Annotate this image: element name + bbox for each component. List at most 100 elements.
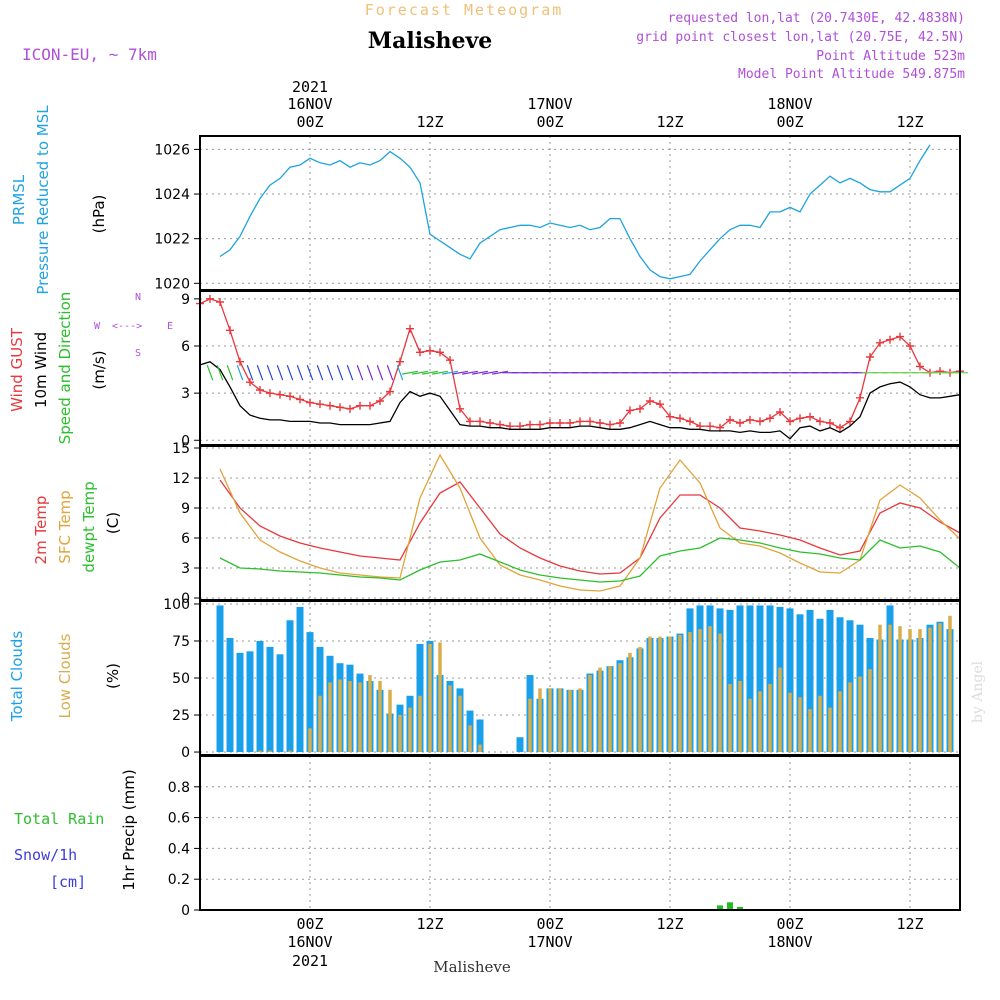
gust-point [826, 419, 834, 427]
gust-point [736, 419, 744, 427]
cloud-unit: (%) [104, 663, 122, 689]
low-cloud-bar [388, 689, 392, 753]
low-cloud-bar [328, 682, 332, 753]
y-tick-label: 0 [181, 591, 190, 607]
gust-point [676, 414, 684, 423]
total-cloud-bar [216, 605, 224, 753]
location-title: Malisheve [368, 28, 492, 54]
gust-point [476, 417, 484, 426]
y-tick-label: 6 [181, 531, 190, 547]
gust-point [366, 401, 374, 410]
wind-arrow [432, 370, 448, 375]
date-label-top: 16NOV [287, 95, 332, 113]
compass-w: W [94, 321, 101, 332]
low-cloud-bar [668, 636, 672, 753]
panel-4: 0 25 50 75 100 [163, 597, 961, 761]
gust-point [336, 403, 344, 412]
gust-point [866, 353, 874, 361]
year-top: 2021 [292, 78, 328, 96]
gust-point [406, 324, 414, 333]
panel-5: 0 0.2 0.4 0.6 0.8 [168, 755, 961, 919]
low-cloud-bar [908, 629, 912, 753]
precip-labels: Total Rain Snow/1h [cm] 1hr Precip (mm) [14, 769, 138, 891]
low-cloud-bar [938, 623, 942, 753]
hour-label-bottom: 00Z [296, 915, 323, 933]
temp-labels: 2m Temp SFC Temp dewpt Temp (C) [32, 481, 122, 572]
low-cloud-bar [318, 695, 322, 753]
low-cloud-bar [378, 680, 382, 753]
wind-unit: (m/s) [90, 350, 108, 389]
total-cloud-bar [796, 614, 804, 753]
low-cloud-bar [678, 635, 682, 753]
total-cloud-bar [246, 651, 254, 753]
gust-point [786, 417, 794, 426]
low-cloud-bar [858, 676, 862, 753]
low-cloud-bar [408, 707, 412, 753]
total-cloud-bar [476, 719, 484, 753]
wind-arrow [236, 364, 244, 381]
gust-point [226, 326, 234, 335]
y-tick-label: 15 [172, 441, 190, 457]
date-label-top: 17NOV [527, 95, 572, 113]
wind-arrow [492, 370, 508, 375]
dewpt-label: dewpt Temp [80, 481, 98, 572]
total-cloud-bar [306, 632, 314, 753]
wind-arrow [472, 370, 488, 375]
total-cloud-bar [726, 609, 734, 753]
compass-we: <---> [112, 321, 142, 332]
low-cloud-bar [418, 695, 422, 753]
temp-unit: (C) [104, 512, 122, 534]
panel-frame [199, 135, 961, 291]
gust-point [766, 414, 774, 423]
wind-arrow [316, 364, 324, 381]
low-cloud-bar [798, 697, 802, 753]
total-cloud-bar [766, 605, 774, 753]
gust-point [566, 419, 574, 427]
low-cloud-bar [268, 750, 272, 753]
low-cloud-bar [868, 669, 872, 753]
low-cloud-bar [358, 682, 362, 753]
gust-point [306, 398, 314, 407]
gust-point [586, 417, 594, 426]
low-cloud-bar [568, 689, 572, 753]
gust-point [416, 348, 424, 357]
total-cloud-bar [516, 737, 524, 753]
low-cloud-bar [688, 632, 692, 753]
y-tick-label: 0 [181, 903, 190, 919]
hour-label-top: 12Z [416, 113, 443, 131]
low-cloud-bar [428, 643, 432, 753]
gust-point [556, 419, 564, 427]
series-wind-gust [199, 298, 961, 429]
gust-point [576, 417, 584, 426]
total-rain-label: Total Rain [14, 810, 104, 828]
low-cloud-bar [608, 666, 612, 753]
footer-location: Malisheve [433, 958, 511, 976]
point-altitude: Point Altitude 523m [816, 49, 965, 64]
wind10-label: 10m Wind [32, 332, 50, 408]
gridpoint-coords: grid point closest lon,lat (20.75E, 42.5… [636, 30, 965, 45]
gust-point [846, 417, 854, 426]
y-tick-label: 0.2 [168, 872, 190, 888]
prmsl-labels: PRMSL Pressure Reduced to MSL (hPa) [10, 105, 108, 295]
wind-compass: N S W E <---> [94, 292, 173, 359]
gust-point [376, 397, 384, 405]
panel-1: 1020 1022 1024 1026 [154, 135, 961, 292]
low-cloud-bar [748, 698, 752, 753]
hour-label-bottom: 00Z [536, 915, 563, 933]
y-tick-label: 75 [172, 634, 190, 650]
rain-bar [727, 902, 733, 910]
wind-arrow [276, 364, 284, 381]
gust-point [486, 419, 494, 427]
date-label-bottom: 17NOV [527, 933, 572, 951]
low-cloud-bar [308, 728, 312, 753]
y-tick-label: 1020 [154, 276, 190, 292]
gust-point [936, 367, 944, 376]
total-cloud-bar [736, 605, 744, 753]
rain-bar [717, 905, 723, 910]
low-cloud-bar [838, 691, 842, 753]
low-cloud-bar [718, 633, 722, 753]
y-tick-label: 0 [181, 745, 190, 761]
wind-arrow [442, 370, 458, 375]
gust-point [246, 378, 254, 387]
